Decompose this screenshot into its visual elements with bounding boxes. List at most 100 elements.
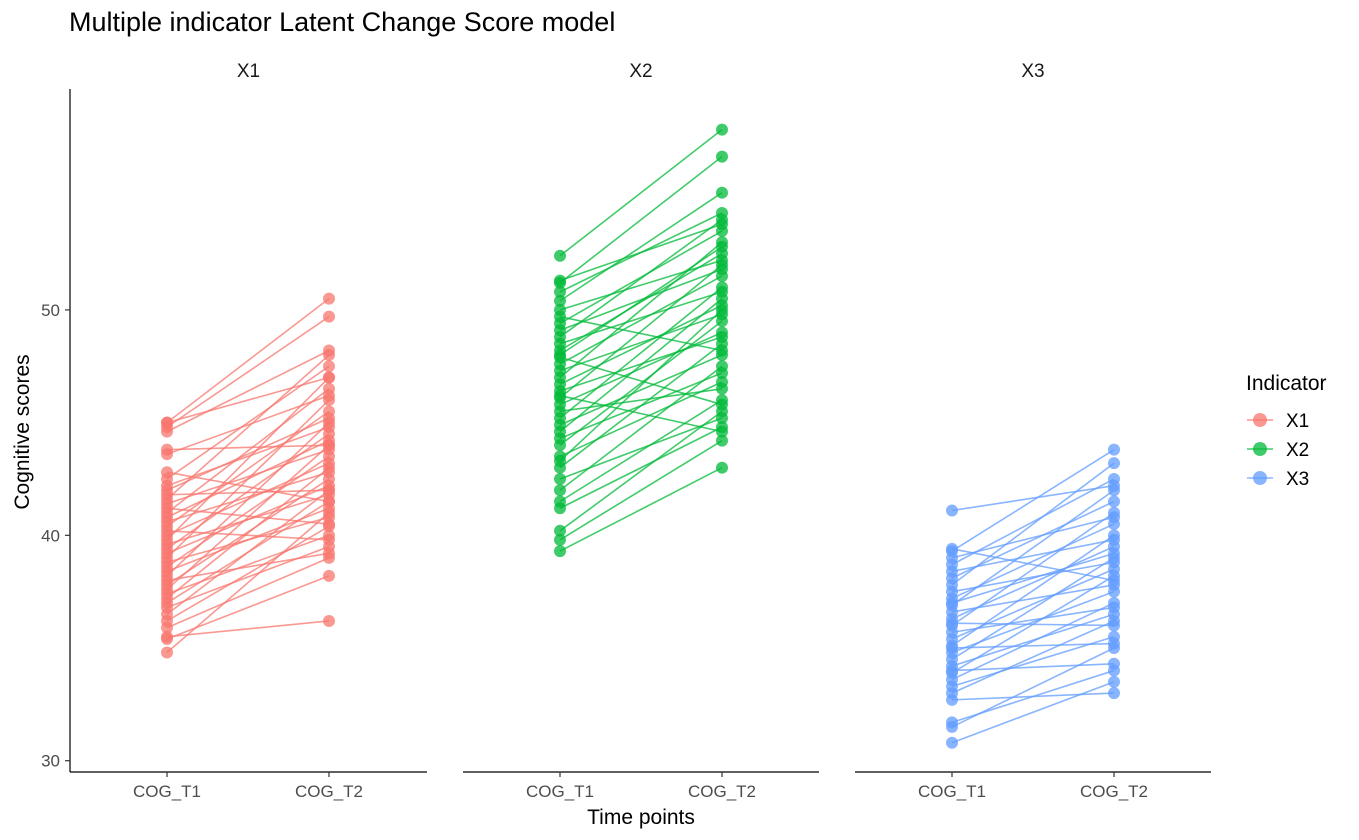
series-line <box>559 356 723 406</box>
chart-title: Multiple indicator Latent Change Score m… <box>69 7 615 37</box>
panel-X2: X2 COG_T1 COG_T2 <box>463 61 819 801</box>
data-point <box>323 569 335 582</box>
strip-label: X3 <box>1021 61 1044 82</box>
series-line <box>559 313 723 372</box>
series-line <box>951 642 1115 649</box>
data-point <box>323 495 335 508</box>
series-line <box>951 448 1115 552</box>
legend-item-X1: X1 <box>1247 411 1309 432</box>
data-point <box>323 421 335 434</box>
data-point <box>1108 547 1120 560</box>
legend-label: X1 <box>1286 411 1309 432</box>
data-point <box>323 466 335 479</box>
data-point <box>1108 495 1120 508</box>
data-point <box>716 186 728 199</box>
data-point <box>716 254 728 267</box>
series-line <box>559 426 723 509</box>
series-line <box>559 336 723 392</box>
x-tick-label: COG_T1 <box>133 782 201 801</box>
series-line <box>166 620 330 638</box>
series-line <box>559 286 723 419</box>
data-point <box>716 150 728 163</box>
series-line <box>166 462 330 537</box>
panel-X1: X1 COG_T1 COG_T2 <box>70 61 427 801</box>
data-point <box>716 330 728 343</box>
series-line <box>166 471 330 523</box>
series-line <box>559 128 723 257</box>
data-point <box>554 545 566 558</box>
series-line <box>559 315 723 352</box>
data-point <box>946 716 958 729</box>
series-line <box>166 516 330 564</box>
series-line <box>166 444 330 451</box>
series-line <box>166 388 330 514</box>
data-point <box>554 472 566 485</box>
data-point <box>1108 657 1120 670</box>
data-point <box>716 412 728 425</box>
series-line <box>166 297 330 424</box>
series-line <box>559 219 723 338</box>
series-line <box>951 516 1115 559</box>
data-point <box>946 642 958 655</box>
data-point <box>323 389 335 402</box>
series-line <box>559 304 723 386</box>
data-point <box>554 484 566 497</box>
series-line <box>951 663 1115 672</box>
series-line <box>559 230 723 325</box>
y-tick-label: 40 <box>41 526 60 545</box>
data-point <box>554 285 566 298</box>
data-point <box>323 360 335 373</box>
series-line <box>951 590 1115 654</box>
data-point <box>323 292 335 305</box>
series-line <box>166 507 330 525</box>
series-line <box>559 394 723 433</box>
series-line <box>559 291 723 345</box>
legend-label: X3 <box>1286 469 1309 490</box>
data-point <box>1108 443 1120 456</box>
data-point <box>716 367 728 380</box>
data-point <box>1108 574 1120 587</box>
x-tick-label: COG_T2 <box>688 782 756 801</box>
y-tick-label: 50 <box>41 301 60 320</box>
data-point <box>716 240 728 253</box>
data-point <box>946 736 958 749</box>
data-point <box>323 457 335 470</box>
y-axis-title: Cognitive scores <box>11 354 34 509</box>
data-point <box>161 466 173 479</box>
series-line <box>166 489 330 496</box>
series-line <box>166 365 330 480</box>
series-line <box>166 493 330 546</box>
series-line <box>559 223 723 282</box>
data-point <box>161 646 173 659</box>
data-point <box>716 382 728 395</box>
data-point <box>323 412 335 425</box>
legend-key-point <box>1253 442 1267 456</box>
data-point <box>716 285 728 298</box>
data-point <box>554 303 566 316</box>
series-line <box>951 613 1115 667</box>
data-point <box>323 547 335 560</box>
data-point <box>323 310 335 323</box>
x-tick-label: COG_T1 <box>918 782 986 801</box>
legend-item-X2: X2 <box>1247 440 1309 461</box>
series-line <box>166 417 330 491</box>
series-line <box>951 539 1115 573</box>
strip-label: X2 <box>629 61 652 82</box>
series-line <box>559 268 723 331</box>
panels: 30 40 50 X1 COG_T1 COG_T2 X2 COG_T1 COG_T2 X3 COG_… <box>41 61 1211 801</box>
data-point <box>323 344 335 357</box>
series-line <box>559 399 723 503</box>
data-point <box>716 461 728 474</box>
x-tick-label: COG_T2 <box>1080 782 1148 801</box>
data-point <box>323 484 335 497</box>
data-point <box>716 344 728 357</box>
series-line <box>559 388 723 413</box>
data-point <box>323 518 335 531</box>
data-point <box>716 123 728 136</box>
data-point <box>716 206 728 219</box>
legend-key-point <box>1253 413 1267 427</box>
series-line <box>166 545 330 609</box>
data-point <box>323 614 335 627</box>
data-point <box>716 303 728 316</box>
data-point <box>554 249 566 262</box>
